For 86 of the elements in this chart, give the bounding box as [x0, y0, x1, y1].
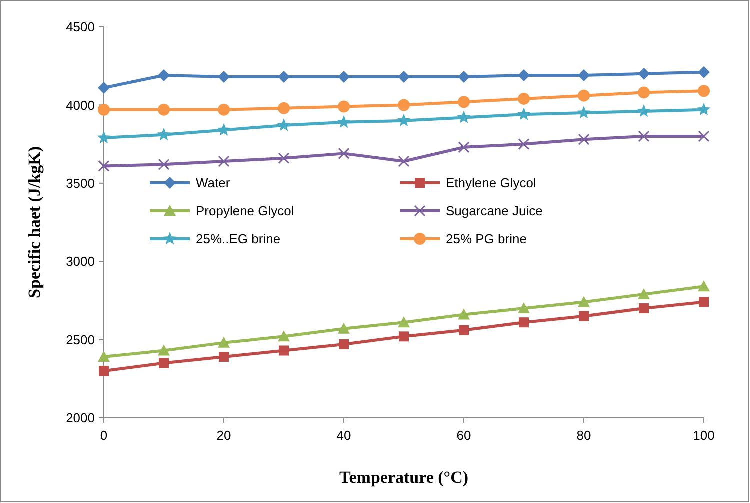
point	[639, 304, 649, 314]
point	[458, 308, 470, 320]
point	[278, 152, 290, 164]
point	[338, 322, 350, 334]
legend-label: Propylene Glycol	[196, 204, 294, 219]
y-tick-label: 4000	[66, 98, 95, 113]
y-tick-label: 4500	[66, 20, 95, 35]
point	[219, 352, 229, 362]
point	[518, 92, 530, 105]
x-tick-label: 60	[456, 428, 472, 443]
point	[517, 108, 531, 120]
point	[159, 358, 169, 368]
point	[457, 110, 471, 124]
x-tick-label: 20	[216, 428, 232, 443]
point	[397, 114, 411, 127]
point	[458, 142, 470, 154]
legend-label: 25%..EG brine	[196, 232, 281, 247]
point	[158, 104, 170, 116]
point	[217, 123, 231, 136]
x-tick-label: 80	[576, 428, 592, 443]
x-tick-label: 40	[336, 428, 352, 443]
point	[158, 344, 170, 356]
point	[638, 68, 650, 80]
point	[158, 158, 170, 170]
point	[337, 115, 351, 128]
point	[577, 106, 591, 119]
point	[518, 69, 530, 82]
point	[338, 100, 350, 113]
point	[458, 71, 470, 84]
point	[218, 104, 230, 116]
point	[99, 366, 109, 376]
point	[157, 128, 171, 141]
y-tick-label: 2500	[66, 332, 95, 348]
point	[698, 66, 710, 78]
point	[637, 104, 651, 118]
point	[638, 130, 650, 142]
point	[218, 336, 230, 348]
point	[578, 90, 590, 102]
point	[398, 316, 410, 328]
point	[277, 118, 291, 132]
point	[398, 71, 410, 84]
point	[218, 156, 230, 168]
legend-label: Sugarcane Juice	[446, 204, 543, 219]
point	[638, 288, 650, 300]
y-axis-title: Specific haet (J/kgK)	[25, 146, 44, 299]
legend-label: Water	[196, 176, 231, 191]
legend-label: 25% PG brine	[446, 232, 527, 247]
point	[98, 351, 110, 362]
y-tick-label: 2000	[66, 410, 95, 426]
point	[458, 96, 470, 108]
point	[398, 156, 410, 168]
point	[338, 71, 350, 84]
x-tick-label: 100	[693, 428, 715, 443]
point	[98, 104, 110, 116]
point	[578, 134, 590, 146]
point	[578, 69, 590, 82]
point	[698, 130, 710, 142]
point	[339, 339, 349, 350]
point	[338, 148, 350, 160]
point	[158, 69, 170, 82]
point	[698, 85, 710, 98]
point	[398, 99, 410, 112]
y-tick-label: 3000	[66, 254, 95, 270]
point	[518, 138, 530, 150]
point	[697, 102, 711, 116]
point	[399, 332, 409, 342]
point	[518, 302, 530, 314]
point	[278, 71, 290, 84]
point	[698, 280, 710, 292]
point	[97, 131, 111, 144]
point	[279, 346, 289, 356]
point	[519, 318, 529, 328]
x-tick-label: 0	[100, 428, 108, 443]
point	[578, 296, 590, 308]
point	[98, 160, 110, 172]
point	[579, 311, 589, 322]
legend-label: Ethylene Glycol	[446, 176, 536, 191]
x-axis-title: Temperature (°C)	[339, 468, 469, 487]
point	[278, 102, 290, 114]
point	[459, 325, 469, 336]
point	[278, 330, 290, 342]
point	[638, 86, 650, 99]
y-tick-label: 3500	[66, 176, 95, 191]
point	[699, 297, 709, 308]
point	[218, 71, 230, 84]
point	[98, 82, 110, 94]
